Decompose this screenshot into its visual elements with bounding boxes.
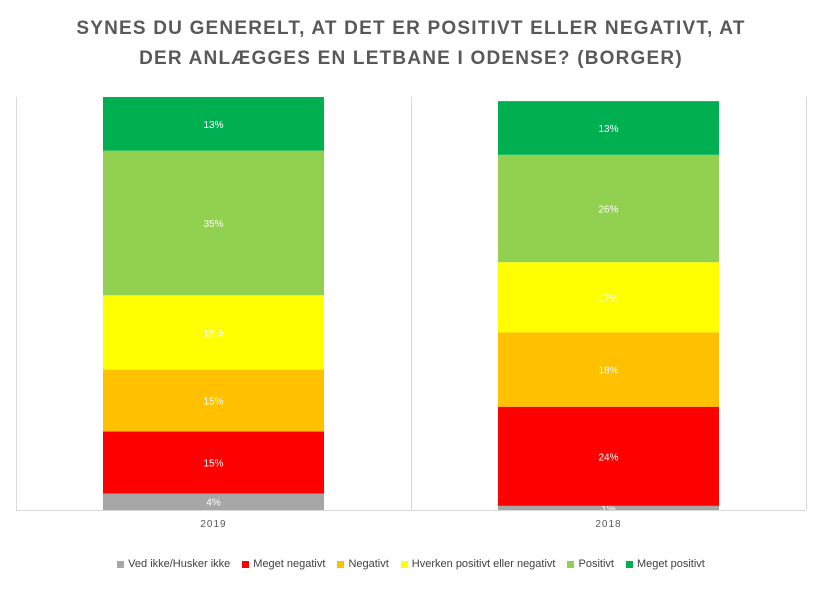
data-label: 17% — [598, 293, 618, 304]
bar-segment — [498, 332, 719, 407]
legend-label: Meget negativt — [253, 558, 326, 570]
data-label: 15% — [203, 459, 223, 470]
legend-swatch — [400, 560, 408, 568]
bar-segment — [103, 150, 324, 296]
legend-swatch — [117, 560, 125, 568]
bar-segment — [103, 369, 324, 432]
chart-title-line-1: SYNES DU GENERELT, AT DET ER POSITIVT EL… — [76, 18, 746, 39]
category-label: 2018 — [595, 519, 621, 530]
data-label: 13% — [203, 120, 223, 131]
data-label: 35% — [203, 219, 223, 230]
bar-segment — [498, 101, 719, 155]
bar-segment — [103, 431, 324, 494]
legend-item: Negativt — [337, 558, 389, 570]
data-label: 1% — [601, 504, 616, 515]
data-label: 18% — [203, 328, 223, 339]
legend-swatch — [242, 560, 250, 568]
legend-item: Meget negativt — [242, 558, 325, 570]
legend-label: Hverken positivt eller negativt — [411, 558, 556, 570]
data-label: 4% — [206, 498, 221, 509]
bar-segment — [103, 295, 324, 370]
bar-segment — [103, 97, 324, 151]
legend-label: Negativt — [348, 558, 389, 570]
legend-item: Ved ikke/Husker ikke — [117, 558, 230, 570]
legend-swatch — [567, 560, 575, 568]
bar-segment — [103, 493, 324, 510]
legend-swatch — [625, 560, 633, 568]
bar-segment — [498, 505, 719, 510]
bar-segment — [498, 262, 719, 333]
chart-title: SYNES DU GENERELT, AT DET ER POSITIVT EL… — [0, 14, 822, 74]
legend: Ved ikke/Husker ikke Meget negativt Negati… — [0, 558, 822, 570]
legend-label: Ved ikke/Husker ikke — [128, 558, 231, 570]
data-label: 13% — [598, 124, 618, 135]
bar-segment — [498, 154, 719, 263]
legend-swatch — [337, 560, 345, 568]
bar-segment — [498, 406, 719, 506]
category-label: 2019 — [200, 519, 226, 530]
legend-item: Hverken positivt eller negativt — [400, 558, 556, 570]
legend-item: Meget positivt — [625, 558, 705, 570]
legend-label: Meget positivt — [636, 558, 705, 570]
data-label: 24% — [598, 452, 618, 463]
chart-title-line-2: DER ANLÆGGES EN LETBANE I ODENSE? (BORGE… — [139, 48, 683, 69]
data-label: 15% — [203, 397, 223, 408]
legend-item: Positivt — [567, 558, 614, 570]
data-label: 18% — [598, 366, 618, 377]
legend-label: Positivt — [578, 558, 614, 570]
data-label: 26% — [598, 205, 618, 216]
